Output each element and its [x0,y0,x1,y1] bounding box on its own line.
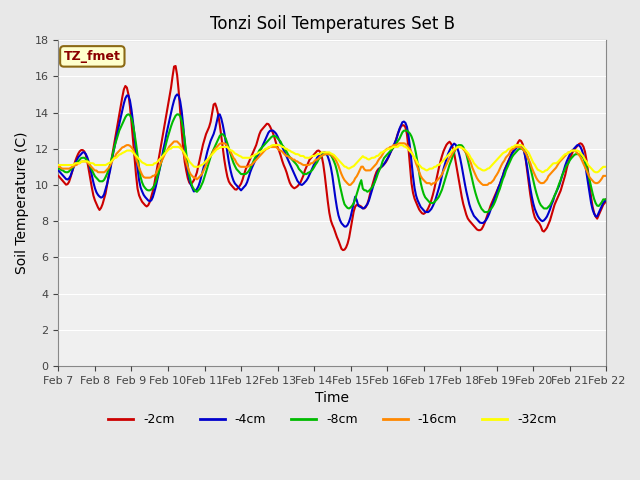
Text: TZ_fmet: TZ_fmet [64,50,121,63]
Y-axis label: Soil Temperature (C): Soil Temperature (C) [15,132,29,274]
X-axis label: Time: Time [316,391,349,405]
Title: Tonzi Soil Temperatures Set B: Tonzi Soil Temperatures Set B [210,15,455,33]
Legend: -2cm, -4cm, -8cm, -16cm, -32cm: -2cm, -4cm, -8cm, -16cm, -32cm [103,408,561,432]
